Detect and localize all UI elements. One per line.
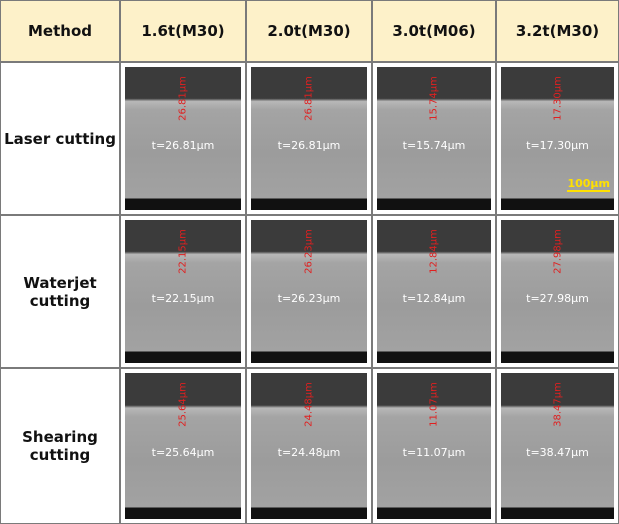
measure-marker: 26.81µm [178, 76, 189, 121]
measure-marker: 27.98µm [552, 229, 563, 274]
thickness-label: t=38.47µm [501, 446, 614, 459]
image-cell: 24.48µm t=24.48µm [246, 368, 372, 524]
measure-marker: 15.74µm [429, 76, 440, 121]
micrograph: 24.48µm t=24.48µm [251, 373, 367, 519]
micrograph: 15.74µm t=15.74µm [377, 67, 491, 210]
measure-marker: 38.47µm [552, 382, 563, 427]
thickness-label: t=11.07µm [377, 446, 491, 459]
thickness-label: t=12.84µm [377, 292, 491, 305]
method-label: Waterjet [23, 274, 96, 292]
header-cell: 2.0t(M30) [246, 0, 372, 62]
measure-marker: 17.30µm [552, 76, 563, 121]
comparison-table: Method1.6t(M30)2.0t(M30)3.0t(M06)3.2t(M3… [0, 0, 619, 524]
micrograph: 26.23µm t=26.23µm [251, 220, 367, 363]
thickness-label: t=24.48µm [251, 446, 367, 459]
micrograph: 25.64µm t=25.64µm [125, 373, 241, 519]
measure-marker: 26.81µm [304, 76, 315, 121]
image-cell: 11.07µm t=11.07µm [372, 368, 496, 524]
method-label: cutting [30, 446, 90, 464]
header-cell: 3.0t(M06) [372, 0, 496, 62]
image-cell: 17.30µm t=17.30µm 100µm [496, 62, 619, 215]
scale-bar: 100µm [567, 177, 610, 192]
thickness-label: t=15.74µm [377, 139, 491, 152]
thickness-label: t=26.81µm [251, 139, 367, 152]
micrograph: 26.81µm t=26.81µm [125, 67, 241, 210]
image-cell: 22.15µm t=22.15µm [120, 215, 246, 368]
measure-marker: 26.23µm [304, 229, 315, 274]
micrograph: 12.84µm t=12.84µm [377, 220, 491, 363]
thickness-label: t=26.23µm [251, 292, 367, 305]
micrograph: 26.81µm t=26.81µm [251, 67, 367, 210]
measure-marker: 11.07µm [429, 382, 440, 427]
method-label: cutting [30, 292, 90, 310]
micrograph: 17.30µm t=17.30µm 100µm [501, 67, 614, 210]
method-label: Shearing [22, 428, 98, 446]
image-cell: 38.47µm t=38.47µm [496, 368, 619, 524]
measure-marker: 25.64µm [178, 382, 189, 427]
measure-marker: 22.15µm [178, 229, 189, 274]
image-cell: 15.74µm t=15.74µm [372, 62, 496, 215]
image-cell: 26.81µm t=26.81µm [246, 62, 372, 215]
measure-marker: 12.84µm [429, 229, 440, 274]
thickness-label: t=26.81µm [125, 139, 241, 152]
micrograph: 38.47µm t=38.47µm [501, 373, 614, 519]
method-cell: Laser cutting [0, 62, 120, 215]
micrograph: 27.98µm t=27.98µm [501, 220, 614, 363]
micrograph: 11.07µm t=11.07µm [377, 373, 491, 519]
image-cell: 27.98µm t=27.98µm [496, 215, 619, 368]
method-label: Laser cutting [4, 130, 116, 148]
thickness-label: t=17.30µm [501, 139, 614, 152]
header-cell: 3.2t(M30) [496, 0, 619, 62]
micrograph: 22.15µm t=22.15µm [125, 220, 241, 363]
image-cell: 26.23µm t=26.23µm [246, 215, 372, 368]
header-cell: Method [0, 0, 120, 62]
image-cell: 26.81µm t=26.81µm [120, 62, 246, 215]
header-cell: 1.6t(M30) [120, 0, 246, 62]
thickness-label: t=25.64µm [125, 446, 241, 459]
image-cell: 25.64µm t=25.64µm [120, 368, 246, 524]
measure-marker: 24.48µm [304, 382, 315, 427]
thickness-label: t=22.15µm [125, 292, 241, 305]
thickness-label: t=27.98µm [501, 292, 614, 305]
image-cell: 12.84µm t=12.84µm [372, 215, 496, 368]
